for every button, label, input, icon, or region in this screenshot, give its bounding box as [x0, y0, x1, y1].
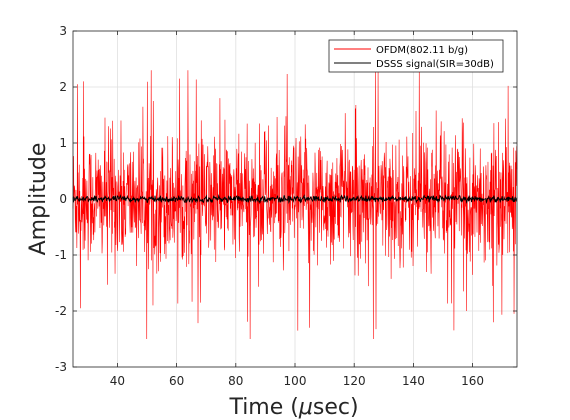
y-tick-label: 3	[59, 24, 67, 38]
series-ofdm-line	[72, 70, 518, 340]
x-tick-label: 60	[169, 374, 184, 388]
plot-area	[72, 70, 518, 340]
y-tick-label: -1	[55, 248, 67, 262]
y-tick-label: -2	[55, 304, 67, 318]
legend-label-dsss: DSSS signal(SIR=30dB)	[376, 59, 494, 70]
x-tick-label: 40	[110, 374, 125, 388]
x-tick-label: 100	[284, 374, 307, 388]
legend-label-ofdm: OFDM(802.11 b/g)	[376, 45, 468, 56]
y-axis-label: Amplitude	[26, 143, 51, 256]
x-tick-label: 160	[461, 374, 484, 388]
y-tick-label: 1	[59, 136, 67, 150]
y-tick-label: 0	[59, 192, 67, 206]
x-axis-label-unit: sec)	[313, 395, 359, 420]
x-tick-label: 80	[228, 374, 243, 388]
y-tick-label: -3	[55, 360, 67, 374]
tick-labels: 40 60 80 100 120 140 160 -3 -2 -1 0 1 2 3	[55, 24, 484, 388]
x-axis-label: Time (μsec)	[228, 395, 358, 420]
axes	[72, 30, 518, 368]
x-tick-label: 140	[402, 374, 425, 388]
x-axis-label-text: Time (	[228, 395, 298, 420]
legend-box	[328, 39, 504, 73]
series-dsss-line	[72, 193, 518, 205]
legend: OFDM(802.11 b/g) DSSS signal(SIR=30dB)	[328, 39, 504, 73]
x-axis-label-mu: μ	[298, 395, 313, 420]
y-tick-label: 2	[59, 80, 67, 94]
x-tick-label: 120	[343, 374, 366, 388]
